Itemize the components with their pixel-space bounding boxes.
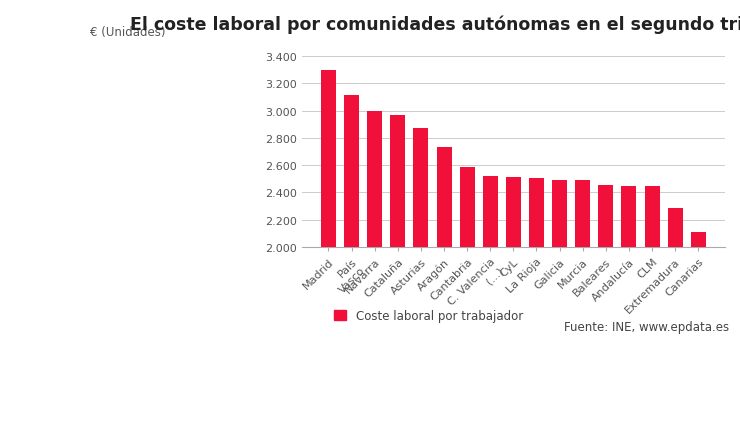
- Bar: [437, 148, 451, 247]
- Text: € (Unidades): € (Unidades): [90, 26, 166, 39]
- Bar: [667, 209, 683, 247]
- Bar: [482, 177, 498, 247]
- Text: Fuente: INE, www.epdata.es: Fuente: INE, www.epdata.es: [564, 321, 730, 334]
- Bar: [552, 180, 567, 247]
- Bar: [367, 112, 383, 247]
- Bar: [645, 187, 659, 247]
- Bar: [321, 70, 336, 247]
- Bar: [529, 179, 544, 247]
- Bar: [575, 181, 591, 247]
- Bar: [390, 115, 406, 247]
- Bar: [414, 129, 428, 247]
- Bar: [622, 187, 636, 247]
- Title: El coste laboral por comunidades autónomas en el segundo trimestre de 2021: El coste laboral por comunidades autónom…: [130, 15, 740, 33]
- Bar: [599, 186, 613, 247]
- Bar: [506, 178, 521, 247]
- Bar: [460, 168, 474, 247]
- Bar: [690, 233, 706, 247]
- Legend: Coste laboral por trabajador: Coste laboral por trabajador: [330, 305, 528, 327]
- Bar: [344, 96, 359, 247]
